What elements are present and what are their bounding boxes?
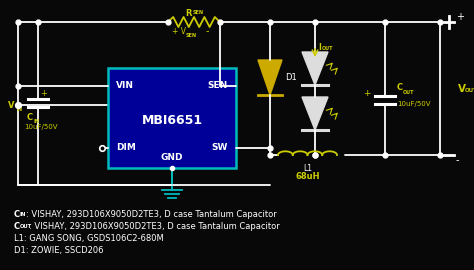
Text: OUT: OUT — [403, 90, 414, 95]
Text: GND: GND — [161, 154, 183, 163]
Text: C: C — [27, 113, 33, 122]
Text: V: V — [8, 100, 14, 110]
Polygon shape — [302, 52, 328, 85]
Text: -: - — [206, 26, 210, 36]
Text: +: + — [40, 89, 47, 99]
Text: 10uF/50V: 10uF/50V — [24, 124, 57, 130]
Text: DIM: DIM — [116, 143, 136, 153]
Text: I: I — [318, 42, 321, 52]
Text: C: C — [397, 83, 403, 93]
Text: SEN: SEN — [193, 9, 204, 15]
Text: 68uH: 68uH — [295, 172, 320, 181]
Text: OUT: OUT — [465, 88, 474, 93]
Text: L1: L1 — [303, 164, 312, 173]
Text: C: C — [14, 210, 20, 219]
Text: IN: IN — [17, 107, 23, 112]
Text: +: + — [456, 12, 464, 22]
Text: IN: IN — [34, 119, 40, 124]
Text: D1: ZOWIE, SSCD206: D1: ZOWIE, SSCD206 — [14, 246, 103, 255]
Polygon shape — [258, 60, 282, 95]
Text: D1: D1 — [285, 73, 297, 82]
Text: OUT: OUT — [322, 46, 334, 52]
Text: R: R — [185, 9, 192, 19]
Text: MBI6651: MBI6651 — [141, 113, 202, 127]
Text: 10uF/50V: 10uF/50V — [397, 101, 430, 107]
Text: -: - — [456, 155, 459, 165]
Text: V: V — [458, 83, 466, 93]
Text: SW: SW — [211, 143, 228, 153]
Text: : VISHAY, 293D106X9050D2TE3, D case Tantalum Capacitor: : VISHAY, 293D106X9050D2TE3, D case Tant… — [29, 222, 280, 231]
Text: + V: + V — [172, 26, 186, 35]
Text: L1: GANG SONG, GSDS106C2-680M: L1: GANG SONG, GSDS106C2-680M — [14, 234, 164, 243]
Polygon shape — [302, 97, 328, 130]
Text: VIN: VIN — [116, 82, 134, 90]
Text: SEN: SEN — [186, 33, 197, 38]
Text: SEN: SEN — [208, 82, 228, 90]
FancyBboxPatch shape — [108, 68, 236, 168]
Text: : VISHAY, 293D106X9050D2TE3, D case Tantalum Capacitor: : VISHAY, 293D106X9050D2TE3, D case Tant… — [26, 210, 277, 219]
Text: +: + — [364, 89, 371, 99]
Text: OUT: OUT — [19, 224, 32, 228]
Text: C: C — [14, 222, 20, 231]
Text: IN: IN — [19, 211, 26, 217]
